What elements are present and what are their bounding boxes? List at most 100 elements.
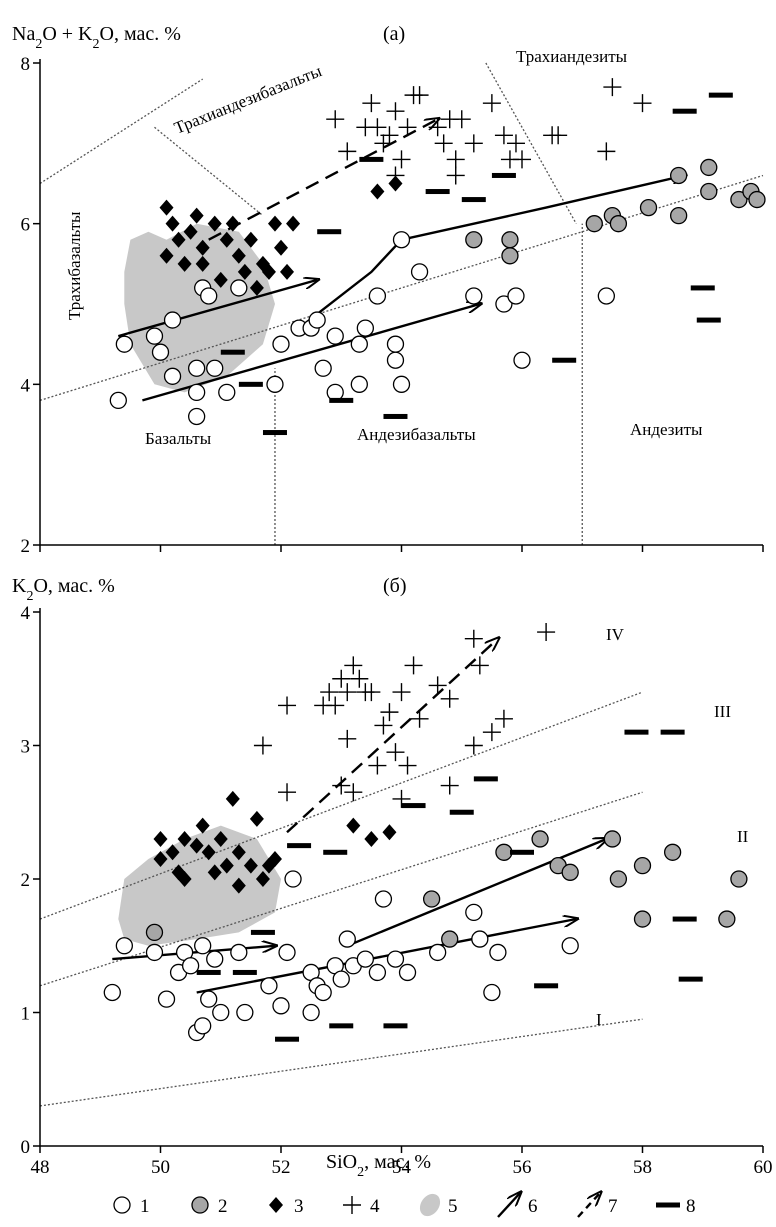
panel-b-point-type-1 bbox=[157, 990, 176, 1008]
panel-b-point-type-4 bbox=[392, 789, 411, 808]
panel-a-point-type-4 bbox=[362, 94, 381, 113]
panel-a-point-type-2 bbox=[670, 166, 688, 185]
panel-a-point-type-3 bbox=[237, 263, 252, 280]
legend-symbol-2 bbox=[191, 1196, 209, 1214]
panel-b-point-type-4 bbox=[386, 743, 405, 762]
panel-b-point-type-4 bbox=[278, 783, 297, 802]
panel-b-point-type-1 bbox=[398, 963, 417, 982]
panel-b-point-type-1 bbox=[284, 870, 302, 888]
panel-b-point-type-2 bbox=[663, 843, 682, 861]
panel-a-point-type-3 bbox=[165, 215, 180, 232]
panel-a-point-type-8 bbox=[329, 397, 354, 403]
panel-a-point-type-1 bbox=[392, 231, 411, 249]
panel-b-trend-arrows bbox=[112, 639, 606, 994]
panel-a-point-type-1 bbox=[350, 375, 368, 393]
series-label-ii: II bbox=[737, 827, 749, 846]
series-label-iii: III bbox=[714, 702, 731, 721]
panel-b-point-type-4 bbox=[440, 689, 459, 708]
panel-b-point-type-1 bbox=[206, 950, 224, 968]
panel-a-point-type-8 bbox=[461, 197, 486, 203]
panel-b-point-type-1 bbox=[314, 983, 332, 1002]
panel-b-label: (б) bbox=[383, 575, 407, 597]
legend-symbol-8 bbox=[656, 1202, 680, 1208]
panel-b-trend-arrow-solid bbox=[346, 839, 606, 947]
panel-b-point-type-4 bbox=[398, 756, 417, 775]
panel-b-boundary-line bbox=[39, 1018, 643, 1107]
panel-a-point-type-1 bbox=[200, 287, 218, 305]
panel-b-axes bbox=[33, 608, 764, 1153]
panel-a-y-tick-label: 4 bbox=[21, 375, 31, 396]
legend-label-4: 4 bbox=[370, 1196, 380, 1217]
panel-a-point-type-4 bbox=[398, 118, 417, 137]
panel-b-point-type-8 bbox=[624, 729, 649, 735]
panel-b-point-type-3 bbox=[153, 830, 168, 847]
field-basalts: Базальты bbox=[145, 429, 212, 448]
panel-a-point-type-1 bbox=[410, 263, 429, 281]
panel-a-point-type-1 bbox=[597, 287, 615, 305]
panel-a-point-type-1 bbox=[187, 359, 206, 377]
panel-b-point-type-4 bbox=[404, 656, 423, 675]
field-andesibasalts: Андезибазальты bbox=[357, 425, 476, 444]
panel-b-trend-arrow-solid bbox=[196, 919, 577, 994]
panel-b-x-tick-label: 50 bbox=[151, 1157, 170, 1178]
panel-a-point-type-8 bbox=[552, 357, 577, 363]
panel-a-point-type-4 bbox=[410, 86, 429, 105]
panel-b-point-type-8 bbox=[534, 983, 559, 989]
panel-b-point-type-4 bbox=[338, 729, 357, 748]
legend-item-7: 7 bbox=[577, 1193, 618, 1218]
legend-label-8: 8 bbox=[686, 1196, 696, 1217]
panel-a-trend-arrow-solid bbox=[298, 176, 685, 330]
panel-b-point-type-1 bbox=[489, 943, 507, 962]
legend-item-2: 2 bbox=[191, 1196, 228, 1217]
panel-a-point-type-3 bbox=[261, 263, 276, 280]
panel-a-point-type-3 bbox=[225, 215, 240, 232]
panel-a-point-type-4 bbox=[506, 134, 525, 153]
panel-b-point-type-3 bbox=[195, 817, 210, 834]
legend-symbol-4 bbox=[343, 1196, 361, 1214]
panel-b-y-tick-label: 0 bbox=[21, 1137, 31, 1158]
panel-b-point-type-8 bbox=[473, 776, 498, 782]
panel-a-point-type-4 bbox=[446, 166, 465, 185]
panel-a-point-type-8 bbox=[359, 156, 384, 162]
panel-a-point-type-3 bbox=[243, 231, 258, 248]
panel-a-point-type-1 bbox=[109, 391, 127, 410]
panel-b-point-type-8 bbox=[401, 803, 426, 809]
panel-b-point-type-3 bbox=[255, 871, 270, 887]
legend-item-3: 3 bbox=[269, 1196, 304, 1217]
panel-b-point-type-1 bbox=[145, 943, 164, 962]
panel-a-point-type-2 bbox=[748, 190, 766, 209]
panel-b-point-type-8 bbox=[383, 1023, 408, 1029]
panel-a-y-tick-label: 8 bbox=[21, 54, 31, 75]
panel-b-x-tick-label: 56 bbox=[513, 1157, 532, 1178]
panel-b-point-type-4 bbox=[320, 683, 339, 702]
panel-b-point-type-3 bbox=[219, 857, 234, 874]
panel-a-point-type-4 bbox=[428, 118, 447, 137]
panel-a-data-points bbox=[109, 78, 766, 436]
panel-a-point-type-2 bbox=[465, 231, 483, 249]
panel-b-point-type-1 bbox=[278, 943, 296, 962]
panel-b-point-type-4 bbox=[332, 669, 351, 688]
panel-b-point-type-1 bbox=[212, 1003, 230, 1022]
panel-b-point-type-8 bbox=[232, 969, 257, 975]
panel-b-point-type-3 bbox=[201, 844, 216, 861]
panel-a-field-boundaries bbox=[39, 62, 764, 545]
panel-b-point-type-4 bbox=[368, 756, 387, 775]
panel-b-point-type-1 bbox=[465, 903, 483, 922]
panel-a-point-type-8 bbox=[220, 349, 245, 355]
panel-a-point-type-2 bbox=[670, 206, 688, 225]
legend-symbol-1 bbox=[113, 1196, 131, 1214]
panel-a-point-type-3 bbox=[286, 215, 301, 232]
legend-label-5: 5 bbox=[448, 1196, 458, 1217]
panel-b-x-tick-label: 48 bbox=[31, 1157, 50, 1178]
panel-a-point-type-3 bbox=[370, 183, 385, 200]
panel-b-point-type-8 bbox=[329, 1023, 354, 1029]
panel-b-point-type-4 bbox=[344, 783, 363, 802]
panel-a-point-type-1 bbox=[218, 383, 236, 402]
panel-a-point-type-2 bbox=[700, 158, 718, 177]
panel-b-point-type-2 bbox=[633, 910, 652, 928]
panel-a-point-type-1 bbox=[206, 359, 224, 377]
panel-a-point-type-4 bbox=[386, 102, 405, 121]
panel-b-point-type-2 bbox=[495, 843, 513, 861]
series-label-i: I bbox=[596, 1010, 602, 1029]
